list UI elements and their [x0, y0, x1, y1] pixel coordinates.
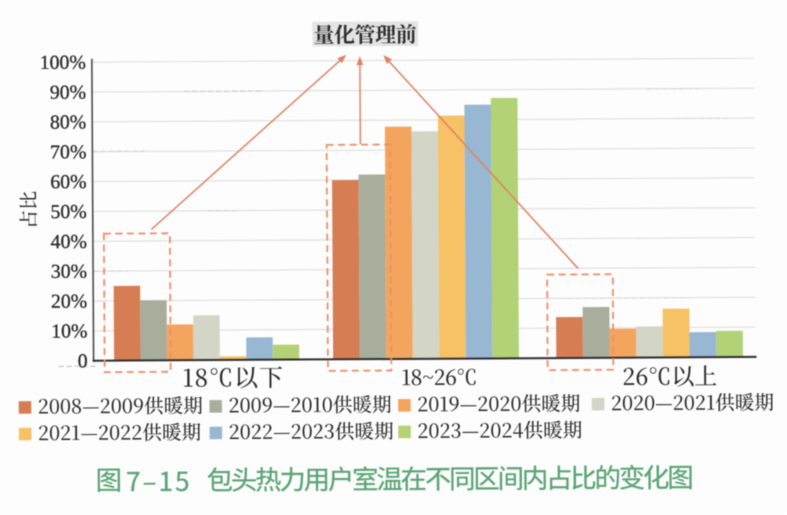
svg-text:30%: 30%	[51, 261, 87, 283]
svg-text:50%: 50%	[50, 201, 86, 223]
svg-text:70%: 70%	[50, 141, 86, 163]
svg-text:80%: 80%	[50, 111, 86, 133]
svg-text:40%: 40%	[51, 231, 87, 253]
svg-text:0: 0	[78, 350, 88, 372]
svg-text:10%: 10%	[51, 320, 87, 342]
svg-text:20%: 20%	[51, 291, 87, 313]
svg-text:90%: 90%	[50, 82, 86, 104]
svg-text:60%: 60%	[50, 171, 86, 193]
svg-text:100%: 100%	[40, 52, 86, 74]
